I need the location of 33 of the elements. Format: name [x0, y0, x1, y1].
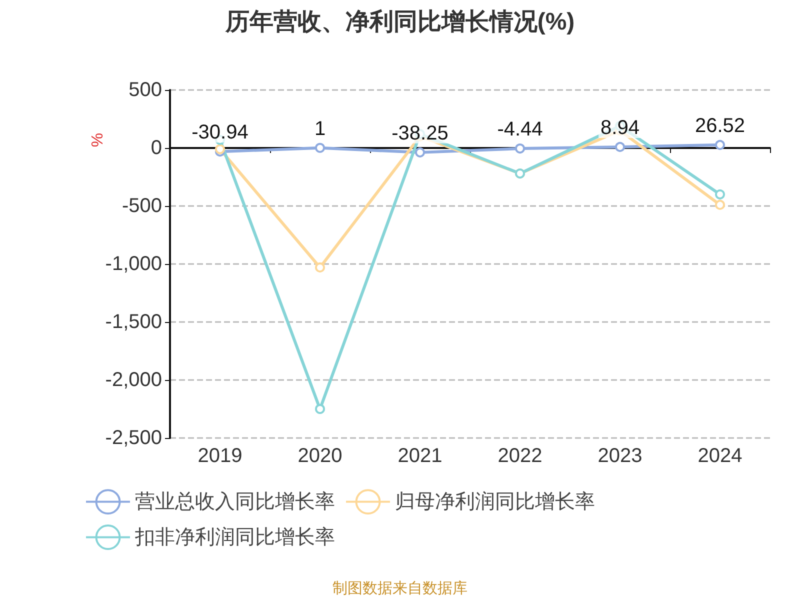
point: [315, 142, 325, 153]
y-tick-label: -500: [122, 195, 162, 217]
legend-label: 扣非净利润同比增长率: [134, 526, 335, 548]
point: [515, 144, 525, 154]
legend-label: 归母净利润同比增长率: [395, 490, 595, 513]
data-label: -30.94: [192, 122, 248, 144]
point: [215, 144, 225, 154]
point: [715, 140, 725, 150]
data-label: 26.52: [694, 114, 746, 137]
x-tick-label: 2021: [398, 445, 442, 467]
point: [715, 200, 725, 210]
y-tick-label: -2,000: [105, 369, 162, 391]
x-tick-label: 2020: [298, 445, 342, 467]
data-label: -4.44: [497, 118, 543, 141]
chart-title: 历年营收、净利同比增长情况(%): [224, 8, 575, 36]
y-tick-label: 500: [128, 79, 162, 101]
x-tick-label: 2019: [198, 445, 242, 467]
x-tick-label: 2022: [498, 445, 542, 467]
y-tick-label: -2,500: [105, 427, 162, 449]
text: 制图数据来自数据库: [332, 580, 468, 597]
point: [615, 142, 625, 152]
data-label: 1: [314, 118, 326, 140]
point: [315, 262, 325, 272]
legend-label: 营业总收入同比增长率: [135, 490, 335, 513]
y-axis-title: %: [90, 132, 106, 148]
x-tick-label: 2024: [698, 445, 742, 467]
point: [315, 404, 325, 414]
point: [715, 189, 725, 200]
y-tick-label: 0: [150, 137, 162, 159]
y-tick-label: -1,000: [105, 253, 162, 275]
point: [415, 147, 425, 158]
y-tick-label: -1,500: [105, 311, 162, 333]
x-tick-label: 2023: [598, 445, 642, 467]
